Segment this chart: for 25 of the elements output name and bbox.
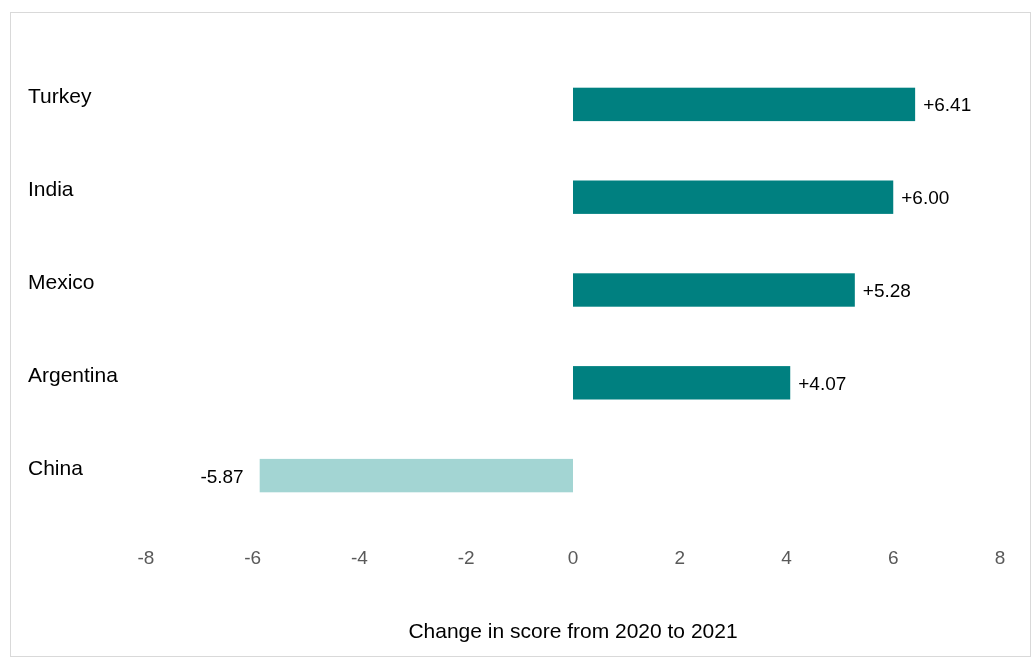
y-tick-label: India bbox=[28, 177, 74, 201]
y-tick-label: China bbox=[28, 455, 84, 479]
data-label: +6.00 bbox=[901, 187, 950, 209]
y-tick-label: Argentina bbox=[28, 362, 119, 386]
bar bbox=[573, 180, 894, 214]
y-tick-label: Mexico bbox=[28, 270, 95, 293]
bar bbox=[573, 87, 916, 122]
x-axis-title: Change in score from 2020 to 2021 bbox=[408, 619, 738, 642]
x-tick-label: 4 bbox=[781, 547, 793, 568]
bar bbox=[573, 273, 855, 307]
data-label: -5.87 bbox=[200, 465, 244, 487]
bar bbox=[259, 458, 573, 493]
x-tick-label: 0 bbox=[567, 547, 579, 568]
x-tick-label: 6 bbox=[887, 547, 899, 568]
x-tick-label: 8 bbox=[994, 547, 1006, 568]
data-label: +5.28 bbox=[862, 280, 911, 301]
x-tick-label: -6 bbox=[244, 547, 262, 568]
x-tick-label: -2 bbox=[457, 547, 475, 568]
y-tick-label: Turkey bbox=[28, 84, 92, 108]
data-label: +4.07 bbox=[798, 372, 847, 394]
x-tick-label: -8 bbox=[137, 547, 155, 568]
bar bbox=[573, 366, 791, 400]
x-tick-label: -4 bbox=[351, 547, 369, 568]
x-tick-label: 2 bbox=[674, 547, 686, 568]
data-label: +6.41 bbox=[923, 94, 972, 116]
